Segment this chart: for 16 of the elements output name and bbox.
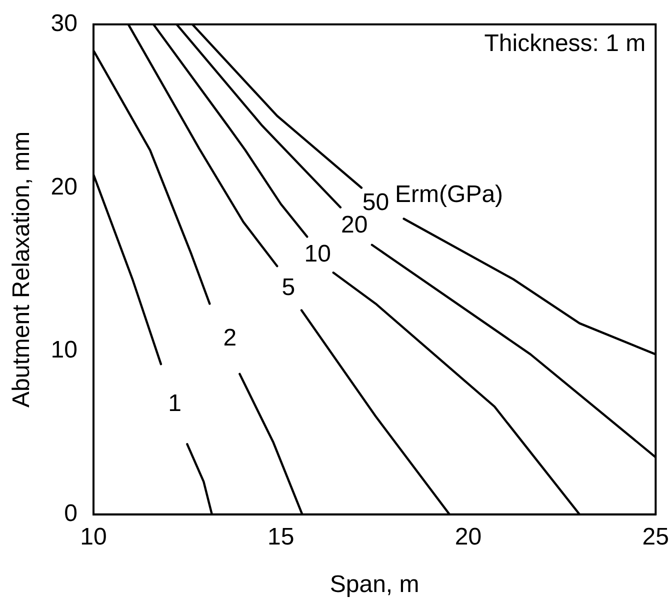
series-label: 10: [304, 240, 331, 268]
x-tick-label: 10: [80, 523, 107, 550]
y-tick-label: 30: [50, 10, 78, 38]
x-axis-title: Span, m: [330, 571, 420, 598]
x-tick-label: 15: [268, 523, 294, 550]
y-tick-label: 0: [64, 500, 78, 528]
x-tick-label: 25: [642, 523, 670, 550]
y-axis-title: Abutment Relaxation, mm: [8, 131, 36, 408]
y-tick-label: 10: [50, 336, 78, 364]
annotation: Thickness: 1 m: [484, 30, 646, 58]
series-label: 5: [282, 274, 296, 301]
series-label: 2: [223, 324, 237, 352]
series-label: 1: [168, 390, 182, 417]
x-tick-label: 20: [454, 523, 482, 550]
y-tick-label: 20: [50, 173, 78, 200]
annotation: Erm(GPa): [395, 180, 504, 208]
